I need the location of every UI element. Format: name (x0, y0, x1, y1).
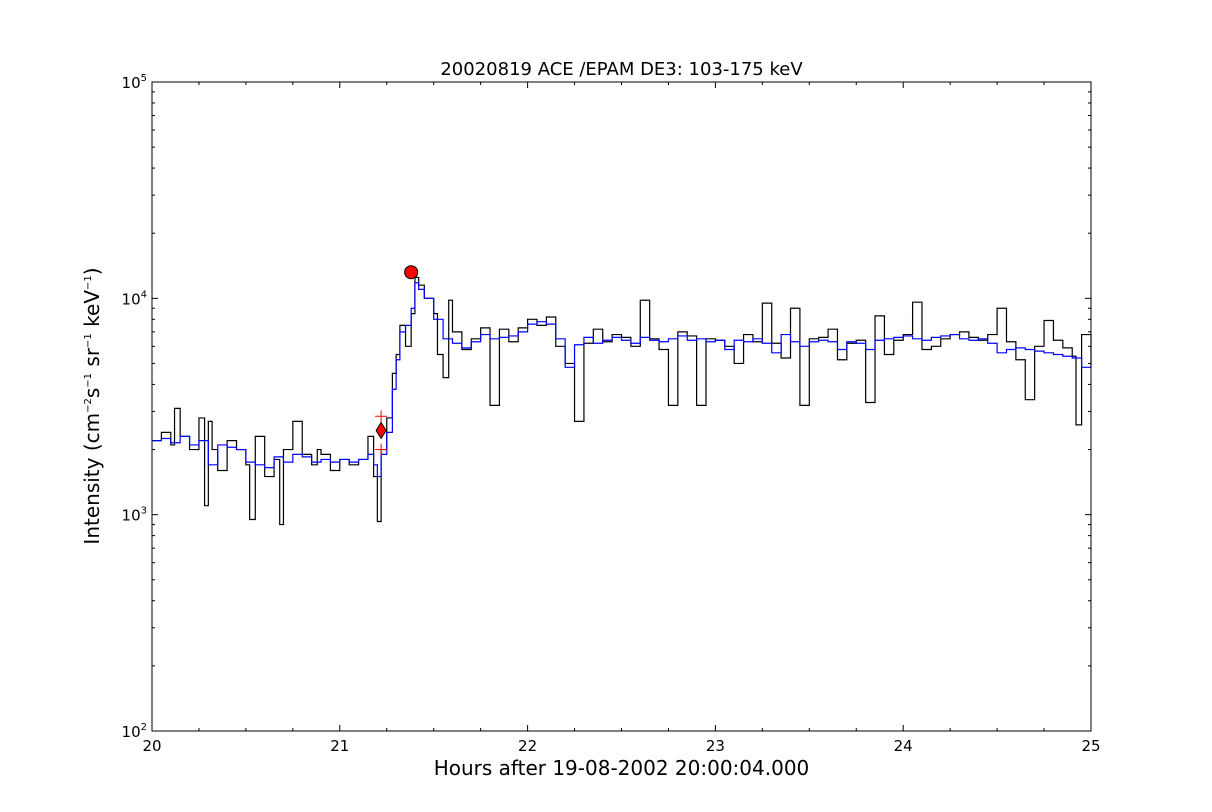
x-tick-label: 20 (142, 737, 161, 755)
plot-area (152, 82, 1091, 731)
y-axis-label-exp1: −2 (83, 398, 94, 413)
y-tick-label: 102 (122, 722, 147, 741)
y-tick-label-base: 10 (122, 74, 141, 92)
y-tick-label-base: 10 (122, 507, 141, 525)
onset-diamond-marker (375, 421, 387, 440)
y-tick-label-exponent: 2 (141, 722, 147, 733)
x-tick-label: 21 (330, 737, 349, 755)
y-axis-label-exp2: −1 (83, 373, 94, 388)
y-axis-label-lead: Intensity (cm (80, 413, 104, 545)
y-axis-label-exp3: −1 (83, 333, 94, 348)
y-axis-label-mid1: s (80, 388, 104, 398)
chart-title: 20020819 ACE /EPAM DE3: 103-175 keV (440, 59, 803, 80)
y-tick-label: 103 (122, 506, 147, 525)
x-tick-label: 24 (894, 737, 913, 755)
x-tick-label: 23 (706, 737, 725, 755)
y-tick-label-base: 10 (122, 290, 141, 308)
y-tick-label: 105 (122, 73, 147, 92)
y-tick-label-exponent: 3 (141, 506, 147, 517)
x-tick-label: 25 (1081, 737, 1100, 755)
series-layer (152, 276, 1092, 526)
peak-circle-marker (404, 265, 419, 280)
plus-marker (375, 443, 388, 456)
marker-layer (375, 265, 419, 456)
y-tick-label: 104 (122, 289, 147, 308)
y-tick-label-base: 10 (122, 723, 141, 741)
y-axis-label-mid3: keV (80, 290, 104, 334)
y-tick-label-exponent: 5 (141, 73, 147, 84)
y-axis-label: Intensity (cm−2s−1 sr−1 keV−1) (80, 267, 104, 544)
x-tick-label: 22 (518, 737, 537, 755)
y-axis-label-mid2: sr (80, 347, 104, 373)
series-line-1 (152, 282, 1092, 478)
plus-marker (375, 410, 388, 423)
y-tick-label-exponent: 4 (141, 289, 147, 300)
y-axis-label-tail: ) (80, 267, 104, 275)
x-axis-label: Hours after 19-08-2002 20:00:04.000 (434, 756, 810, 780)
y-axis-label-exp4: −1 (83, 275, 94, 290)
